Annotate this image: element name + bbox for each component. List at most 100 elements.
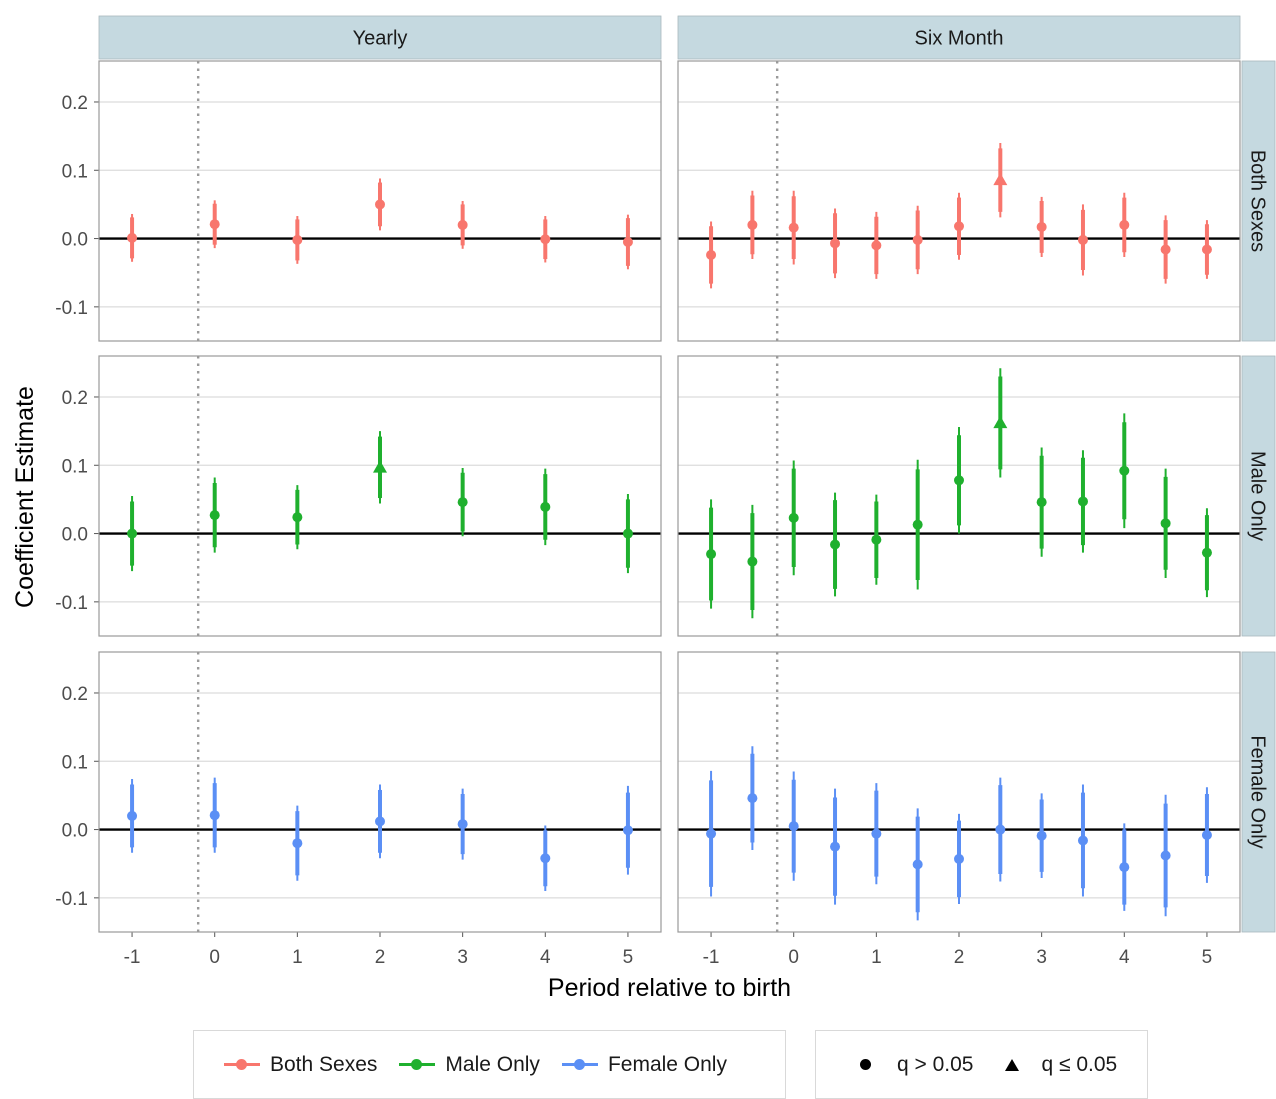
panel-border [98,651,662,933]
legend-key-male-only [399,1057,436,1073]
row-strip [1241,60,1276,342]
panel-border [677,651,1241,933]
data-point [1036,497,1047,508]
y-tick-label: 0.0 [62,525,88,546]
x-tick-label: 3 [457,947,468,968]
data-point [1077,496,1088,507]
data-point [457,819,468,830]
legend-label-both-sexes: Both Sexes [270,1052,378,1076]
panel-border [98,60,662,342]
data-point [127,528,138,539]
legend-key-female-only [561,1057,598,1073]
legend-label-male-only: Male Only [445,1052,540,1076]
data-point [871,240,882,251]
y-tick-label: 0.2 [62,684,88,705]
data-point [954,853,964,864]
x-tick-label: 1 [292,947,303,968]
x-tick-label: 5 [623,947,634,968]
legend-label-q-gt: q > 0.05 [897,1052,974,1076]
y-tick-label: 0.0 [62,821,88,842]
legend-item-male-only: Male Only [399,1053,540,1077]
data-point [292,838,303,849]
y-tick-label: -0.1 [55,593,88,614]
panel-border [677,60,1241,342]
data-point [1160,244,1171,255]
data-point [871,828,882,839]
column-strip-label: Yearly [353,28,408,50]
column-strip [677,15,1241,60]
circle-icon [860,1059,871,1070]
data-point [292,234,303,245]
y-tick-label: -0.1 [55,889,88,910]
triangle-icon [1005,1058,1020,1071]
data-point [871,534,882,545]
data-point-triangle [993,172,1008,186]
x-tick-label: -1 [124,947,141,968]
data-point [1119,219,1130,230]
data-point-triangle [373,460,387,473]
data-point [830,841,841,852]
color-legend: Both Sexes Male Only Female Only [193,1030,786,1099]
data-point [747,219,758,230]
y-axis-title: Coefficient Estimate [11,386,39,608]
data-point [540,234,551,245]
legend-item-q-gt: q > 0.05 [860,1053,973,1077]
data-point [622,528,633,539]
x-tick-label: 0 [788,947,799,968]
shape-legend: q > 0.05 q ≤ 0.05 [815,1030,1148,1099]
data-point [209,810,220,821]
legend-label-female-only: Female Only [607,1052,727,1076]
data-point [954,475,964,486]
data-point [1201,244,1212,255]
x-axis-title: Period relative to birth [548,974,791,1002]
legend-item-q-le: q ≤ 0.05 [1005,1053,1117,1077]
data-point [1077,234,1088,245]
data-point [127,810,138,821]
y-tick-label: -0.1 [55,298,88,319]
y-tick-label: 0.2 [62,93,88,114]
data-point [912,859,923,870]
data-point [209,219,220,230]
data-point [1160,518,1171,529]
x-tick-label: 2 [375,947,386,968]
x-tick-label: 1 [871,947,882,968]
legend-key-both-sexes [224,1057,260,1073]
panel-border [98,355,662,637]
data-point [788,821,799,832]
data-point [912,519,923,530]
data-point [830,539,841,550]
data-point [706,549,717,560]
data-point [375,199,385,210]
data-point [375,816,385,827]
data-point [747,556,758,567]
data-point-triangle [993,415,1008,429]
data-point [457,497,468,508]
x-tick-label: 4 [540,947,551,968]
legend-item-both-sexes: Both Sexes [224,1053,377,1077]
panel-border [677,355,1241,637]
data-point [1201,830,1212,841]
row-strip [1241,651,1276,933]
data-point [1119,465,1130,476]
y-tick-label: 0.1 [62,161,88,182]
y-tick-label: 0.2 [62,388,88,409]
data-point [1160,850,1171,861]
x-tick-label: 3 [1036,947,1047,968]
data-point [540,853,551,864]
row-strip-label: Male Only [1247,451,1269,541]
data-point [995,824,1006,835]
data-point [1036,830,1047,841]
data-point [1201,547,1212,558]
legend-item-female-only: Female Only [561,1052,727,1077]
data-point [706,249,717,260]
data-point [954,221,964,232]
data-point [292,512,303,523]
y-tick-label: 0.1 [62,752,88,773]
y-tick-label: 0.1 [62,456,88,477]
data-point [788,512,799,523]
x-tick-label: 5 [1202,947,1213,968]
data-point [622,236,633,247]
x-tick-label: -1 [703,947,720,968]
data-point [457,219,468,230]
y-tick-label: 0.0 [62,230,88,251]
